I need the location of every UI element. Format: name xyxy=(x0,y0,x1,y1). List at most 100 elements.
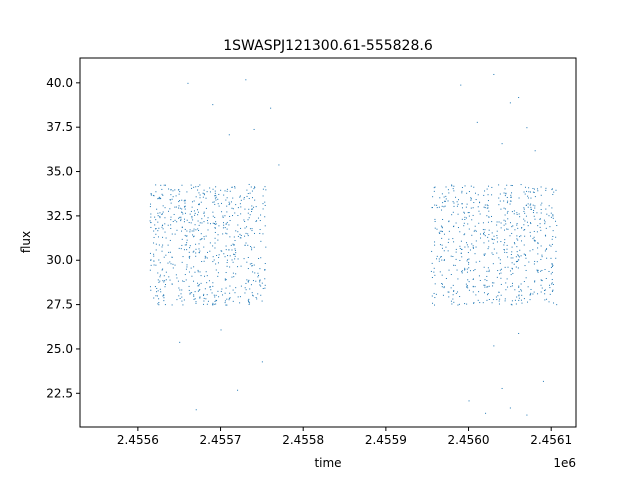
data-point xyxy=(209,187,211,189)
data-point xyxy=(463,222,465,224)
data-point xyxy=(530,223,532,225)
data-point xyxy=(433,271,435,273)
data-point xyxy=(515,256,517,258)
data-point xyxy=(486,188,488,190)
data-point xyxy=(464,233,466,235)
data-point xyxy=(255,206,257,208)
data-point xyxy=(216,254,218,256)
data-point xyxy=(248,198,250,200)
data-point xyxy=(191,230,193,232)
data-point xyxy=(499,200,501,202)
data-point xyxy=(527,197,529,199)
x-tick-label: 2.4560 xyxy=(448,433,490,447)
data-point xyxy=(258,274,260,276)
data-point xyxy=(157,215,159,217)
data-point xyxy=(529,299,531,301)
data-point xyxy=(198,192,200,194)
data-point xyxy=(477,194,479,196)
data-point xyxy=(463,234,465,236)
data-point xyxy=(157,230,159,232)
data-point xyxy=(198,203,200,205)
data-point xyxy=(228,249,230,251)
data-point xyxy=(448,221,450,223)
data-point xyxy=(229,203,231,205)
data-point xyxy=(506,212,508,214)
data-point xyxy=(228,204,230,206)
data-point xyxy=(173,213,175,215)
data-point xyxy=(217,262,219,264)
data-point xyxy=(212,261,214,263)
data-point xyxy=(534,240,536,242)
data-point xyxy=(264,263,266,265)
data-point xyxy=(251,197,253,199)
data-point xyxy=(499,269,501,271)
data-point xyxy=(452,201,454,203)
data-point xyxy=(510,253,512,255)
data-point xyxy=(199,194,201,196)
data-point xyxy=(197,189,199,191)
data-point xyxy=(214,242,216,244)
data-point xyxy=(468,258,470,260)
data-point xyxy=(486,299,488,301)
data-point xyxy=(259,229,261,231)
data-point xyxy=(438,232,440,234)
data-point xyxy=(524,220,526,222)
data-point xyxy=(445,186,447,188)
data-point xyxy=(174,264,176,266)
data-point xyxy=(181,184,183,186)
data-point xyxy=(431,262,433,264)
data-point xyxy=(181,227,183,229)
data-point xyxy=(474,269,476,271)
data-point xyxy=(154,224,156,226)
data-point xyxy=(519,216,521,218)
data-point xyxy=(509,235,511,237)
data-point xyxy=(237,266,239,268)
data-point xyxy=(439,244,441,246)
data-point xyxy=(467,212,469,214)
data-point xyxy=(519,249,521,251)
data-point xyxy=(226,265,228,267)
data-point xyxy=(507,200,509,202)
data-point xyxy=(503,219,505,221)
data-point xyxy=(516,246,518,248)
data-point xyxy=(526,127,528,129)
data-point xyxy=(441,282,443,284)
data-point xyxy=(553,302,555,304)
data-point xyxy=(507,228,509,230)
data-point xyxy=(506,278,508,280)
data-point xyxy=(491,186,493,188)
data-point xyxy=(232,272,234,274)
data-point xyxy=(155,184,157,186)
data-point xyxy=(524,265,526,267)
data-point xyxy=(487,236,489,238)
data-point xyxy=(168,210,170,212)
data-point xyxy=(514,289,516,291)
data-point xyxy=(172,267,174,269)
data-point xyxy=(218,254,220,256)
data-point xyxy=(534,281,536,283)
data-point xyxy=(249,192,251,194)
data-point xyxy=(486,215,488,217)
data-point xyxy=(507,286,509,288)
data-point xyxy=(155,264,157,266)
data-point xyxy=(158,244,160,246)
data-point xyxy=(246,226,248,228)
data-point xyxy=(511,304,513,306)
data-point xyxy=(165,184,167,186)
data-point xyxy=(505,289,507,291)
data-point xyxy=(540,291,542,293)
data-point xyxy=(452,284,454,286)
data-point xyxy=(452,188,454,190)
data-point xyxy=(456,201,458,203)
data-point xyxy=(253,264,255,266)
data-point xyxy=(499,262,501,264)
data-point xyxy=(159,262,161,264)
data-point xyxy=(533,263,535,265)
data-point xyxy=(158,259,160,261)
data-point xyxy=(466,242,468,244)
data-point xyxy=(155,243,157,245)
data-point xyxy=(247,281,249,283)
data-point xyxy=(247,192,249,194)
data-point xyxy=(536,269,538,271)
data-point xyxy=(260,294,262,296)
